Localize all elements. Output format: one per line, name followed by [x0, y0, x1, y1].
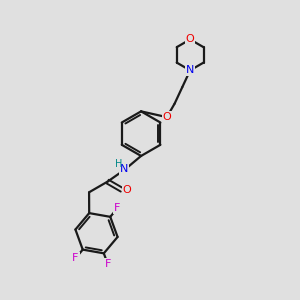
Text: O: O	[162, 112, 171, 122]
Text: F: F	[114, 203, 121, 213]
Text: O: O	[186, 34, 194, 44]
Text: N: N	[186, 65, 194, 75]
Text: O: O	[123, 185, 131, 195]
Text: H: H	[115, 159, 122, 169]
Text: F: F	[72, 253, 79, 263]
Text: N: N	[119, 164, 128, 174]
Text: F: F	[104, 259, 111, 269]
